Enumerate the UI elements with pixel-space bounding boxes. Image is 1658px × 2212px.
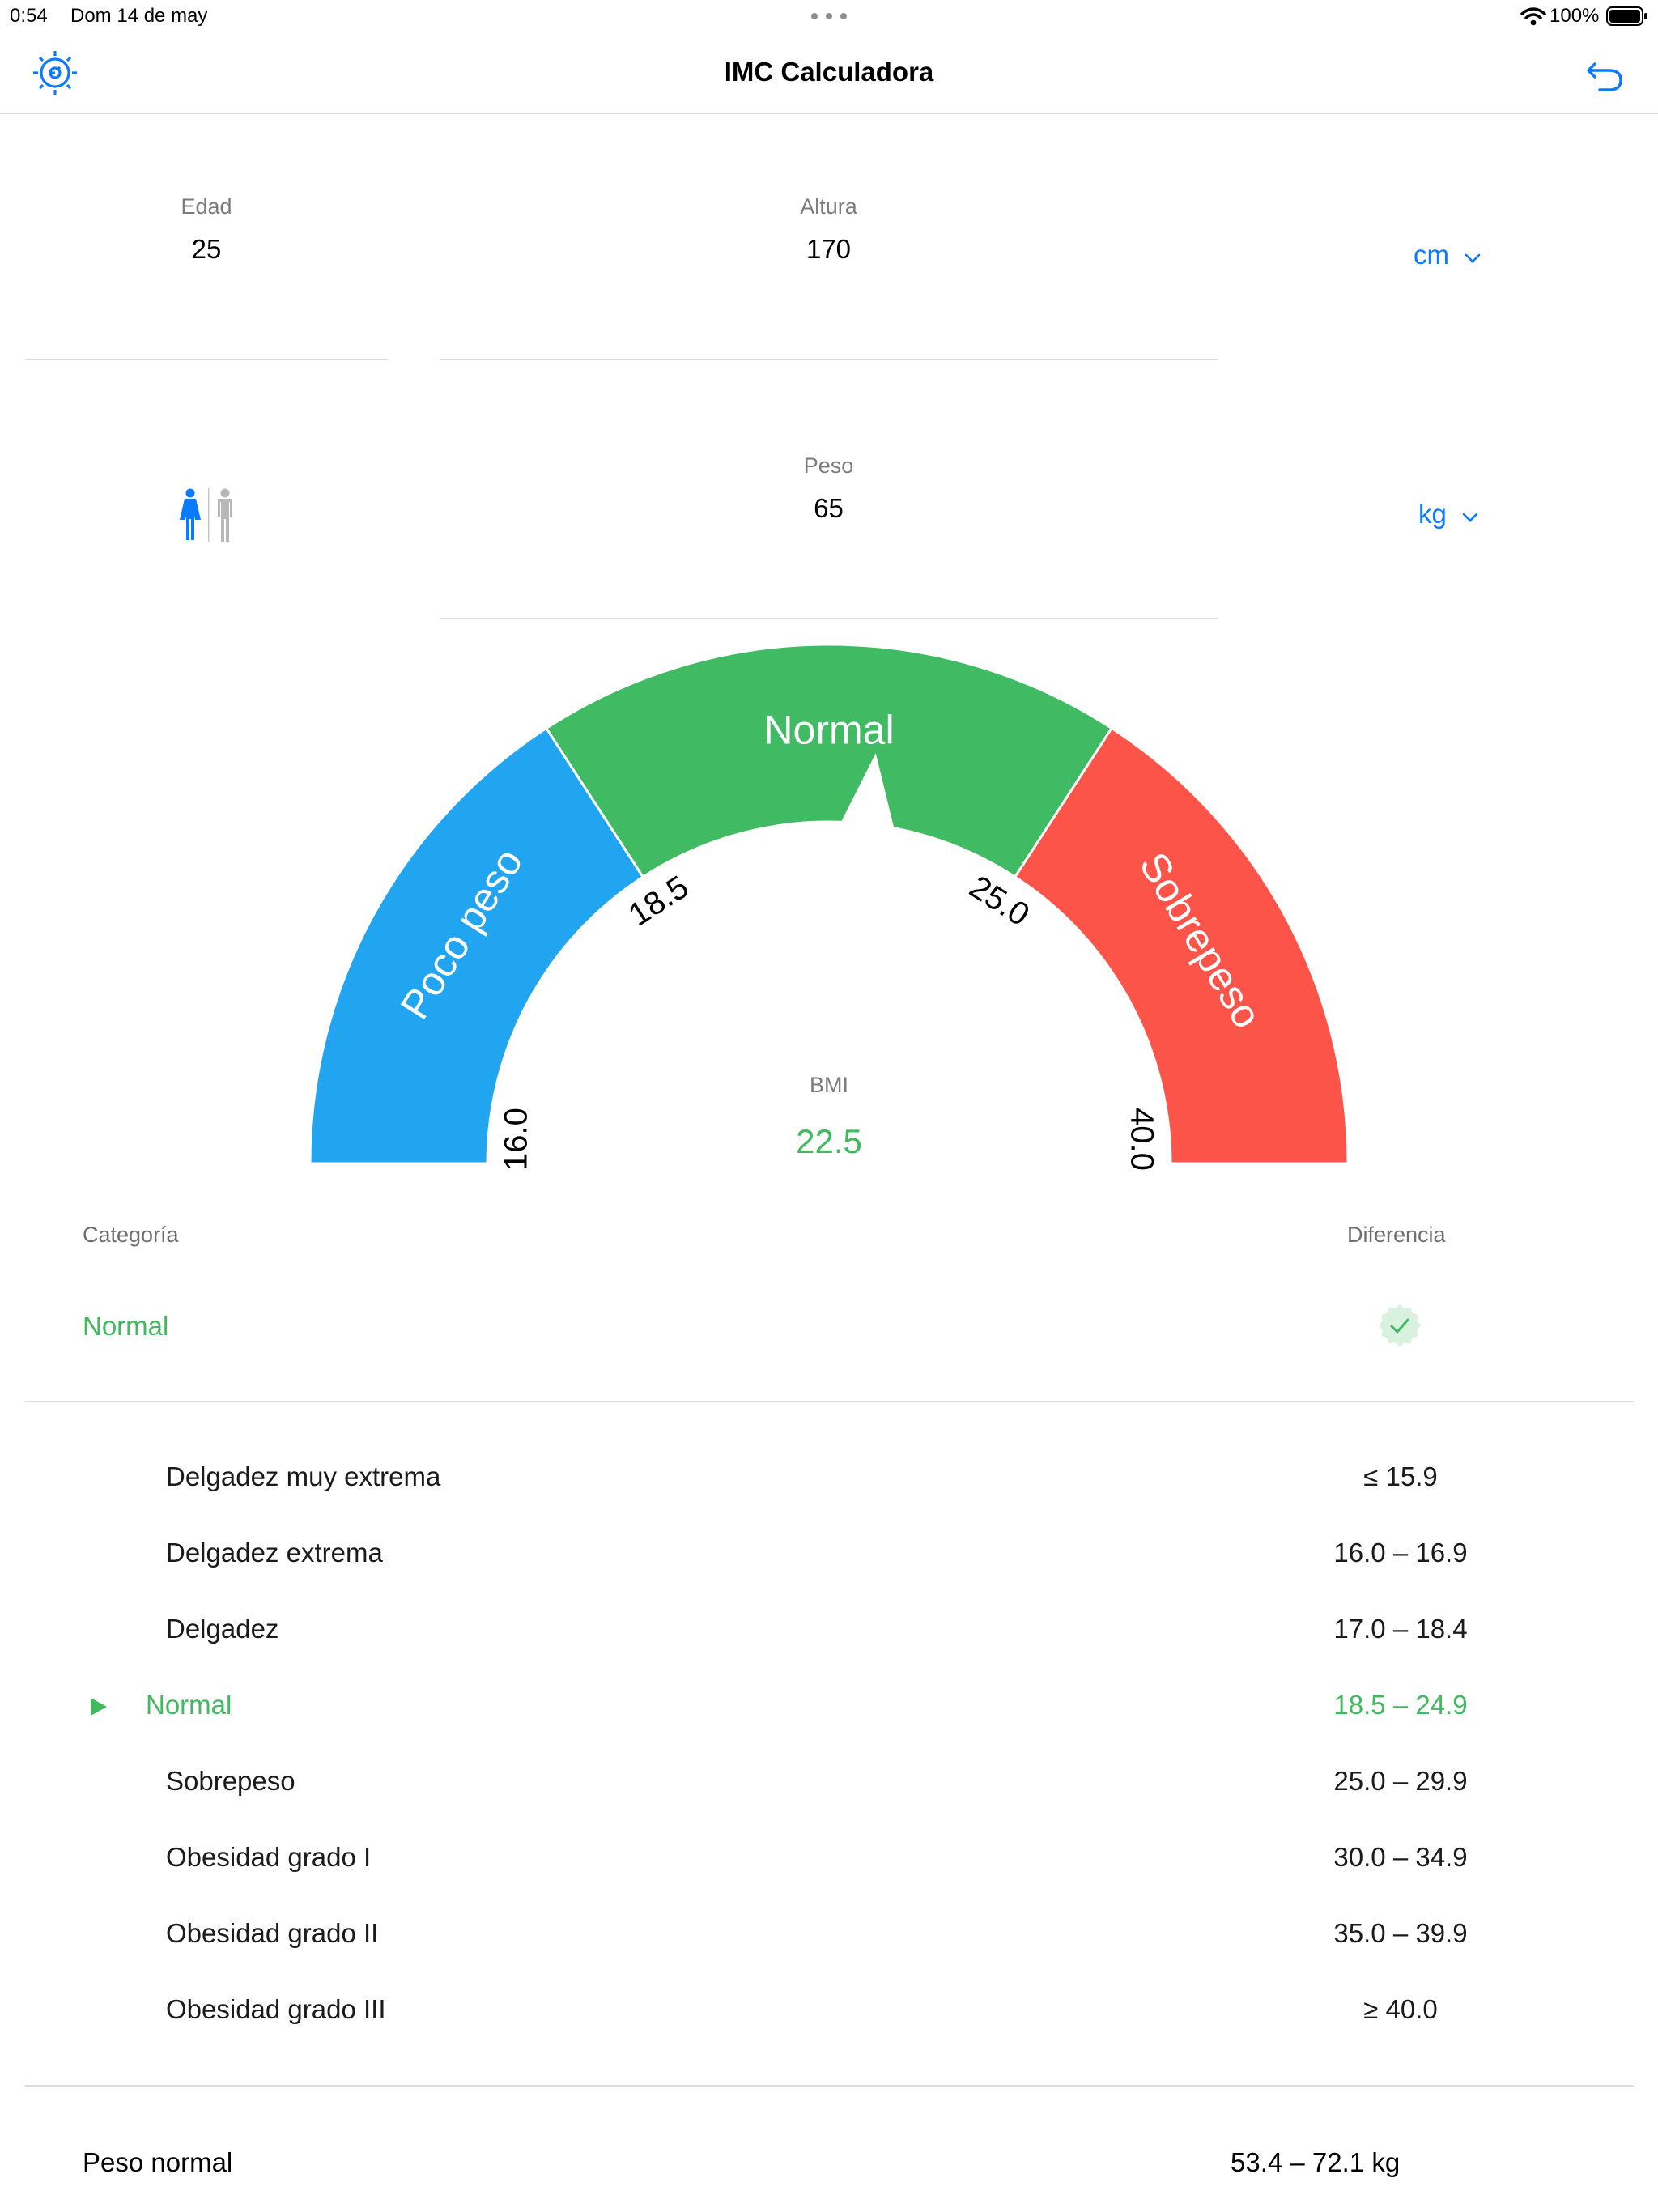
female-icon — [180, 488, 201, 540]
category-name: Delgadez muy extrema — [166, 1461, 441, 1491]
battery-percent: 100% — [1550, 5, 1600, 27]
settings-gear-icon[interactable] — [27, 45, 83, 101]
chevron-down-icon — [1464, 240, 1482, 270]
chevron-down-icon — [1461, 499, 1479, 530]
category-name: Delgadez — [166, 1614, 279, 1644]
weight-underline — [440, 618, 1218, 619]
category-range: 35.0 – 39.9 — [1333, 1918, 1468, 1948]
category-row: Obesidad grado II 35.0 – 39.9 — [0, 1918, 1658, 1959]
height-unit-select[interactable]: cm — [1414, 240, 1482, 270]
page-title: IMC Calculadora — [724, 57, 934, 87]
category-name: Obesidad grado I — [166, 1842, 372, 1872]
category-row: Delgadez extrema 16.0 – 16.9 — [0, 1538, 1658, 1578]
category-name: Obesidad grado III — [166, 1994, 386, 2024]
age-underline — [25, 359, 388, 360]
gauge-segment-underweight — [308, 726, 645, 1165]
bmi-gauge: Poco peso Normal Sobrepeso 16.0 18.5 25.… — [308, 643, 1350, 1171]
gauge-tick-16: 16.0 — [499, 1108, 534, 1171]
category-header: Categoría — [83, 1223, 179, 1247]
height-field[interactable]: Altura 170 — [440, 194, 1218, 265]
category-row: Sobrepeso 25.0 – 29.9 — [0, 1766, 1658, 1806]
category-row: Obesidad grado I 30.0 – 34.9 — [0, 1842, 1658, 1882]
category-range: ≥ 40.0 — [1363, 1994, 1438, 2024]
category-name: Obesidad grado II — [166, 1918, 379, 1948]
status-date: Dom 14 de may — [70, 5, 208, 27]
height-label: Altura — [800, 194, 857, 219]
bmi-label: BMI — [810, 1073, 848, 1097]
section-divider — [25, 1401, 1634, 1402]
multitask-dots-icon[interactable] — [810, 10, 848, 19]
nav-separator — [0, 113, 1658, 114]
status-time: 0:54 — [10, 5, 48, 27]
weight-label: Peso — [803, 453, 854, 478]
category-row: Obesidad grado III ≥ 40.0 — [0, 1994, 1658, 2035]
gauge-segment-normal — [544, 643, 1114, 879]
difference-header: Diferencia — [1347, 1223, 1446, 1247]
category-row: Normal 18.5 – 24.9 — [0, 1690, 1658, 1730]
active-row-arrow-icon — [89, 1696, 108, 1721]
age-label: Edad — [181, 194, 232, 219]
category-value: Normal — [83, 1311, 169, 1341]
category-name: Sobrepeso — [166, 1766, 295, 1796]
gauge-needle — [840, 753, 895, 830]
height-underline — [440, 359, 1218, 360]
check-badge-icon — [1377, 1303, 1422, 1348]
undo-arrow-icon[interactable] — [1577, 45, 1634, 101]
weight-unit-label: kg — [1418, 499, 1447, 529]
bmi-value: 22.5 — [796, 1122, 862, 1160]
gender-toggle[interactable] — [176, 488, 240, 542]
category-name: Normal — [146, 1690, 232, 1720]
section-divider — [25, 2085, 1634, 2087]
weight-value[interactable]: 65 — [814, 493, 844, 523]
height-unit-label: cm — [1414, 240, 1449, 270]
category-range: ≤ 15.9 — [1363, 1461, 1438, 1491]
category-range: 25.0 – 29.9 — [1333, 1766, 1468, 1796]
category-row: Delgadez muy extrema ≤ 15.9 — [0, 1461, 1658, 1502]
category-row: Delgadez 17.0 – 18.4 — [0, 1614, 1658, 1654]
category-range: 17.0 – 18.4 — [1333, 1614, 1468, 1644]
category-name: Delgadez extrema — [166, 1538, 383, 1568]
category-range: 30.0 – 34.9 — [1333, 1842, 1468, 1872]
category-range: 16.0 – 16.9 — [1333, 1538, 1468, 1568]
normal-weight-label: Peso normal — [83, 2147, 233, 2177]
gauge-tick-40: 40.0 — [1124, 1108, 1159, 1171]
weight-field[interactable]: Peso 65 — [440, 453, 1218, 524]
height-value[interactable]: 170 — [806, 234, 852, 264]
gauge-label-normal: Normal — [763, 708, 894, 753]
normal-weight-value: 53.4 – 72.1 kg — [1231, 2147, 1401, 2177]
age-value[interactable]: 25 — [191, 234, 222, 264]
male-icon — [218, 488, 232, 542]
battery-icon — [1606, 6, 1648, 26]
weight-unit-select[interactable]: kg — [1418, 499, 1479, 530]
category-range: 18.5 – 24.9 — [1333, 1690, 1468, 1720]
age-field[interactable]: Edad 25 — [25, 194, 388, 265]
gauge-segment-overweight — [1013, 726, 1350, 1165]
wifi-icon — [1520, 6, 1546, 26]
